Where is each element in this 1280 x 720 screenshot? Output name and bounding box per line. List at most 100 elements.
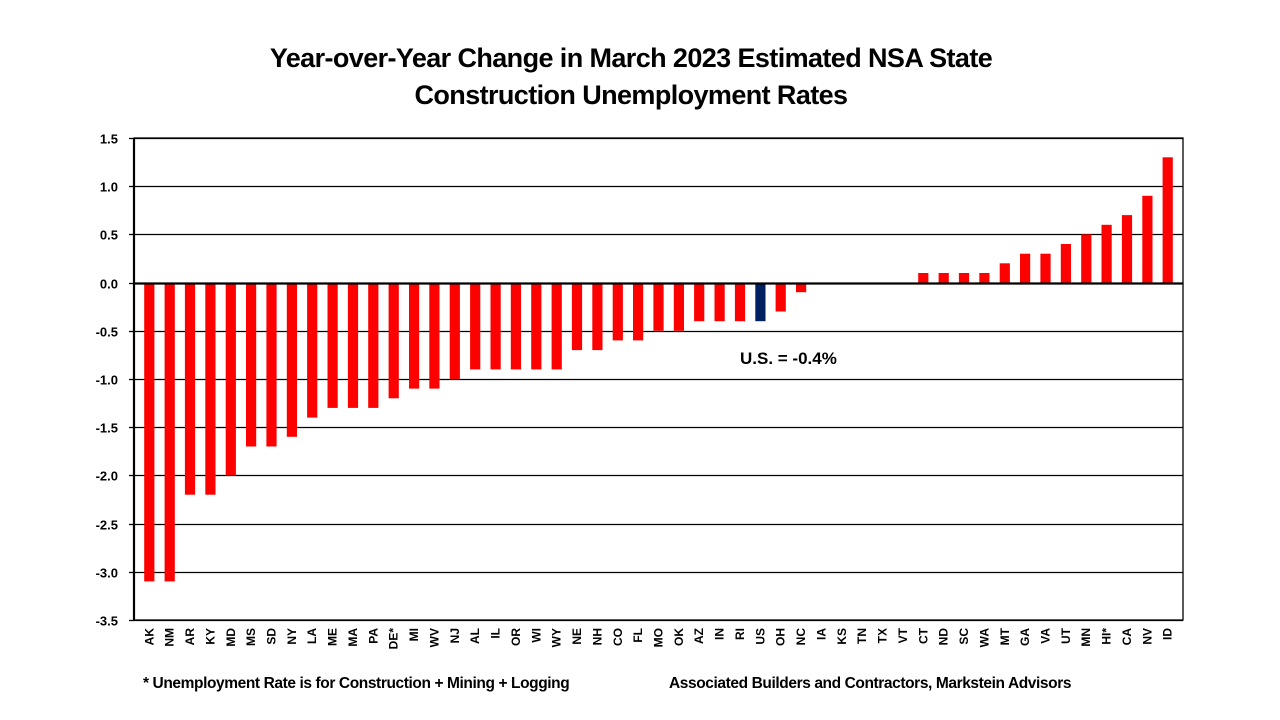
bar-hi — [1101, 224, 1112, 283]
bar-ne — [571, 282, 583, 351]
x-tick-label: WV — [427, 628, 441, 647]
bar-wa — [979, 273, 990, 283]
bar-nm — [164, 282, 175, 582]
bar-ma — [347, 282, 359, 408]
x-tick-label: OH — [774, 628, 788, 646]
x-tick-label: ND — [937, 628, 951, 646]
y-tick-label: -1.5 — [96, 421, 118, 436]
bar-oh — [775, 282, 786, 312]
y-tick-label: 0.5 — [100, 228, 118, 243]
x-tick-label: ID — [1161, 628, 1175, 640]
x-tick-label: KY — [203, 628, 217, 645]
bar-pa — [368, 282, 379, 408]
y-tick-label: -2.0 — [96, 469, 118, 484]
y-tick-label: 1.0 — [100, 180, 118, 195]
x-tick-label: MT — [998, 627, 1012, 645]
x-tick-label: HI* — [1100, 628, 1114, 645]
x-tick-label: NY — [285, 628, 299, 645]
axes — [129, 137, 1184, 622]
bar-la — [307, 282, 318, 418]
bar-us — [755, 282, 766, 322]
x-tick-label: MI — [407, 628, 421, 641]
bar-ri — [734, 282, 746, 322]
y-tick-label: -3.0 — [96, 566, 118, 581]
x-tick-label: DE* — [387, 628, 401, 650]
x-tick-label: OR — [509, 628, 523, 646]
x-tick-label: FL — [631, 628, 645, 643]
x-tick-label: MA — [346, 628, 360, 647]
footnote: * Unemployment Rate is for Construction … — [143, 675, 570, 692]
y-tick-label: -2.5 — [96, 518, 118, 533]
x-tick-label: WY — [550, 628, 564, 647]
bar-va — [1040, 253, 1051, 283]
x-tick-label: IL — [489, 628, 503, 639]
source-credit: Associated Builders and Contractors, Mar… — [669, 675, 1072, 692]
y-tick-label: 1.5 — [100, 132, 118, 147]
x-tick-label: IN — [713, 628, 727, 640]
bar-mo — [653, 282, 664, 331]
x-tick-label: SD — [265, 628, 279, 645]
x-tick-label: CA — [1120, 628, 1134, 646]
x-tick-labels: AK NM AR KY MD MS SD NY LA ME MA PA DE* MI WV NJ AL IL OR W… — [142, 627, 1174, 649]
bar-wy — [551, 282, 562, 370]
x-tick-label: NC — [794, 628, 808, 646]
bar-sd — [266, 282, 277, 447]
x-tick-label: LA — [305, 628, 319, 644]
bars — [144, 157, 1173, 582]
y-tick-label: -0.5 — [96, 325, 118, 340]
x-tick-label: TX — [876, 628, 890, 643]
x-tick-label: VA — [1039, 628, 1053, 644]
x-tick-label: AR — [183, 628, 197, 646]
bar-ca — [1121, 215, 1133, 283]
bar-co — [612, 282, 623, 341]
x-tick-label: NJ — [448, 628, 462, 643]
x-tick-label: WA — [977, 628, 991, 648]
x-tick-label: ME — [326, 628, 340, 646]
x-tick-label: SC — [957, 628, 971, 645]
y-tick-label: 0.0 — [100, 277, 118, 292]
x-tick-label: NE — [570, 628, 584, 645]
x-tick-label: NV — [1140, 628, 1154, 645]
x-tick-label: UT — [1059, 627, 1073, 644]
bar-al — [470, 282, 481, 370]
bar-ky — [205, 282, 216, 495]
bar-wv — [429, 282, 440, 389]
x-tick-label: US — [753, 628, 767, 645]
y-tick-label: -3.5 — [96, 614, 118, 629]
x-tick-label: TN — [855, 628, 869, 644]
chart-title: Year-over-Year Change in March 2023 Esti… — [0, 40, 1262, 114]
x-tick-label: RI — [733, 628, 747, 640]
bar-nv — [1142, 195, 1153, 283]
bar-nd — [938, 273, 949, 283]
x-tick-label: CT — [916, 627, 930, 644]
bar-mi — [409, 282, 420, 389]
bar-ok — [673, 282, 684, 331]
bar-ms — [246, 282, 257, 447]
bar-ny — [286, 282, 297, 437]
x-tick-label: MD — [224, 628, 238, 647]
us-average-annotation: U.S. = -0.4% — [740, 349, 837, 368]
bar-ar — [184, 282, 196, 495]
chart-title-line-1: Year-over-Year Change in March 2023 Esti… — [269, 43, 993, 73]
x-tick-label: AK — [142, 628, 156, 646]
x-tick-label: AZ — [692, 628, 706, 644]
x-tick-label: NH — [590, 628, 604, 645]
bar-fl — [633, 282, 644, 341]
bar-mn — [1081, 234, 1092, 283]
x-tick-label: MO — [652, 628, 666, 647]
bar-ak — [144, 282, 155, 582]
bar-sc — [958, 273, 970, 283]
bar-de — [388, 282, 399, 399]
x-tick-label: AL — [468, 628, 482, 644]
bar-ct — [918, 273, 929, 283]
x-tick-label: GA — [1018, 628, 1032, 646]
x-tick-label: OK — [672, 628, 686, 646]
bar-or — [510, 282, 521, 370]
bar-az — [694, 282, 705, 322]
x-tick-label: PA — [366, 628, 380, 644]
x-tick-label: IA — [815, 628, 829, 640]
bar-il — [490, 282, 501, 370]
x-tick-label: MS — [244, 628, 258, 646]
bar-id — [1162, 157, 1173, 283]
